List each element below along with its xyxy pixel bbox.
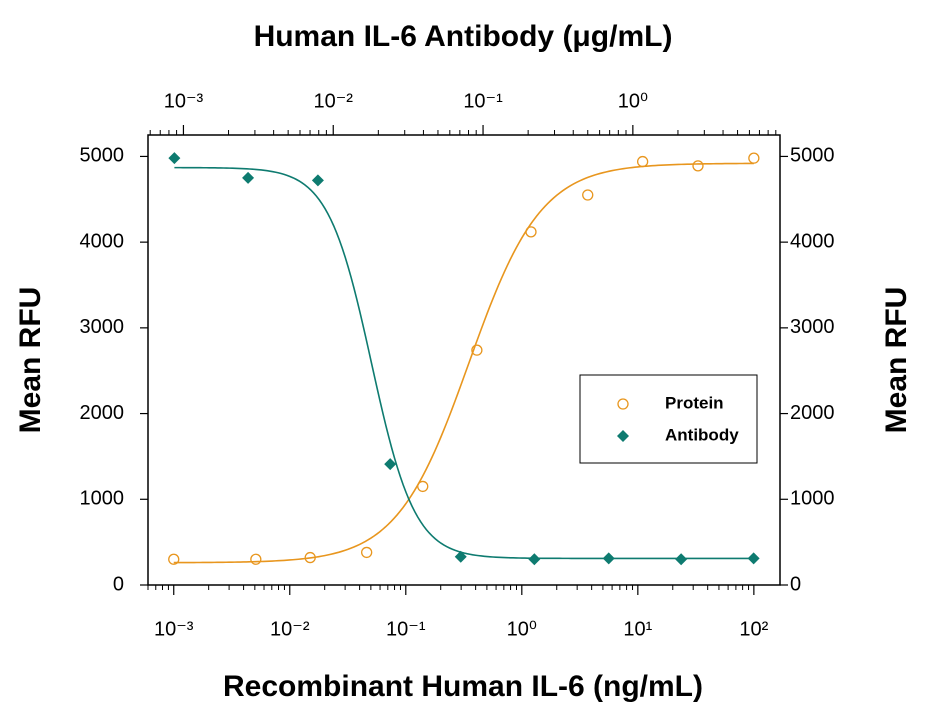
x2-tick-label: 10⁻³ [164, 90, 204, 112]
point [168, 152, 181, 165]
y-axis-title: Mean RFU [14, 287, 47, 434]
fit-curve [174, 166, 754, 560]
point [417, 480, 429, 493]
point [361, 546, 373, 559]
point [454, 550, 467, 563]
y2-tick-label: 0 [790, 573, 801, 595]
x-tick-label: 10⁻² [270, 618, 310, 640]
y-tick-label: 1000 [80, 488, 125, 510]
y-tick-label: 4000 [80, 230, 125, 252]
x2-tick-label: 10⁰ [618, 90, 648, 112]
point [311, 174, 324, 187]
point [748, 152, 760, 164]
point [747, 552, 760, 565]
plot-frame [147, 134, 781, 586]
y-tick-label: 5000 [80, 145, 125, 167]
legend-box [579, 374, 758, 464]
point [582, 189, 594, 201]
point [528, 553, 541, 566]
point [304, 551, 316, 564]
fit-curve [173, 162, 754, 564]
x-axis-title: Recombinant Human IL-6 (ng/mL) [223, 670, 703, 703]
y2-tick-label: 1000 [790, 488, 835, 510]
x-tick-label: 10² [739, 618, 768, 640]
x2-tick-label: 10⁻² [314, 90, 354, 112]
legend-label: Protein [665, 393, 724, 412]
point [250, 553, 262, 565]
x-tick-label: 10⁻¹ [386, 618, 426, 640]
point [471, 344, 483, 356]
point [384, 458, 397, 471]
x-tick-label: 10¹ [623, 618, 652, 640]
point [242, 171, 255, 184]
top-axis-title: Human IL-6 Antibody (μg/mL) [254, 20, 673, 53]
legend-marker [617, 398, 629, 410]
x2-tick-label: 10⁻¹ [463, 90, 503, 112]
point [692, 160, 704, 172]
y-tick-label: 2000 [80, 402, 125, 424]
legend-marker [617, 430, 629, 442]
point [525, 226, 537, 238]
point [602, 552, 615, 565]
y2-tick-label: 3000 [790, 316, 835, 338]
y-tick-label: 0 [113, 573, 124, 595]
y2-tick-label: 2000 [790, 402, 835, 424]
point [168, 553, 180, 565]
y2-tick-label: 5000 [790, 145, 835, 167]
y-tick-label: 3000 [80, 316, 125, 338]
x-tick-label: 10⁰ [507, 618, 537, 640]
legend-label: Antibody [665, 425, 739, 444]
point [636, 155, 649, 168]
x-tick-label: 10⁻³ [154, 618, 194, 640]
y2-axis-title: Mean RFU [880, 287, 913, 434]
point [675, 553, 688, 566]
y2-tick-label: 4000 [790, 230, 835, 252]
